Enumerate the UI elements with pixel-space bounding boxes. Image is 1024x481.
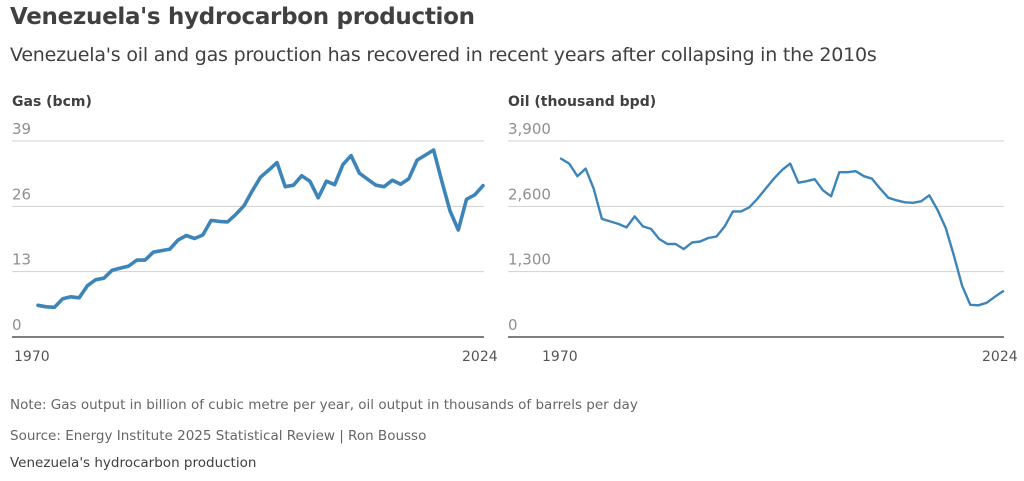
oil-y-tick-label: 3,900 — [508, 120, 551, 138]
gas-y-tick-label: 0 — [12, 316, 22, 334]
source-line: Source: Energy Institute 2025 Statistica… — [10, 428, 427, 444]
footnote: Note: Gas output in billion of cubic met… — [10, 397, 638, 413]
caption: Venezuela's hydrocarbon production — [10, 455, 257, 471]
gas-panel-title: Gas (bcm) — [12, 94, 92, 110]
gas-y-tick-label: 13 — [12, 251, 31, 269]
gas-x-tick-label: 1970 — [14, 349, 50, 365]
oil-y-tick-label: 1,300 — [508, 251, 551, 269]
oil-y-tick-label: 0 — [508, 316, 518, 334]
gas-y-tick-label: 26 — [12, 185, 31, 203]
chart-subtitle: Venezuela's oil and gas prouction has re… — [10, 44, 877, 66]
gas-series-line — [36, 148, 485, 310]
oil-panel-title: Oil (thousand bpd) — [508, 94, 656, 110]
chart-title: Venezuela's hydrocarbon production — [10, 4, 475, 30]
oil-y-tick-label: 2,600 — [508, 185, 551, 203]
oil-series-line — [559, 157, 1005, 307]
oil-x-tick-label: 2024 — [982, 349, 1018, 365]
charts-canvas: Gas (bcm) 0 13 26 39 1970 2024 Oil (thousand bp… — [12, 94, 1018, 365]
gas-y-tick-label: 39 — [12, 120, 31, 138]
gas-x-tick-label: 2024 — [462, 349, 498, 365]
oil-x-tick-label: 1970 — [542, 349, 578, 365]
